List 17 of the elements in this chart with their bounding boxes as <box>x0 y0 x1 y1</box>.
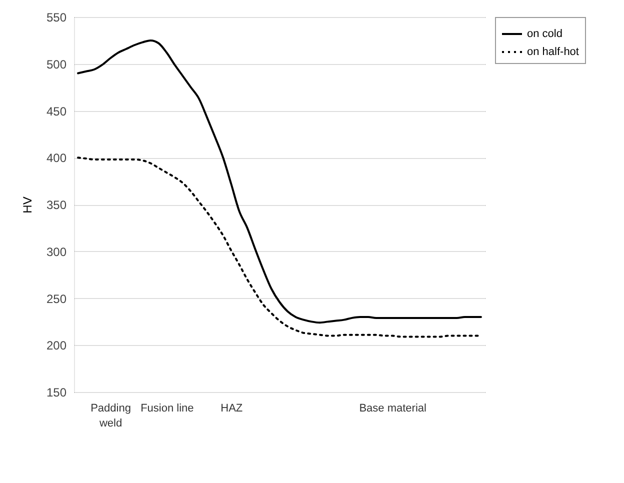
x-tick-label: HAZ <box>220 402 243 414</box>
y-tick-label: 550 <box>46 10 67 24</box>
legend-label: on half-hot <box>527 46 579 58</box>
legend-label: on cold <box>527 28 562 40</box>
x-tick-label: Base material <box>359 402 426 414</box>
y-tick-label: 300 <box>46 244 67 259</box>
y-tick-label: 150 <box>46 386 67 400</box>
y-tick-label: 400 <box>46 151 67 166</box>
y-tick-label: 450 <box>46 104 67 118</box>
y-tick-label: 500 <box>46 57 67 72</box>
x-tick-label: Fusion line <box>140 402 194 414</box>
line-series <box>77 39 482 324</box>
y-axis-title: HV <box>20 196 34 214</box>
y-tick-label: 250 <box>46 292 67 306</box>
y-tick-label: 200 <box>46 338 67 353</box>
x-tick-label: Padding weld <box>90 402 131 430</box>
y-tick-label: 350 <box>46 198 67 212</box>
